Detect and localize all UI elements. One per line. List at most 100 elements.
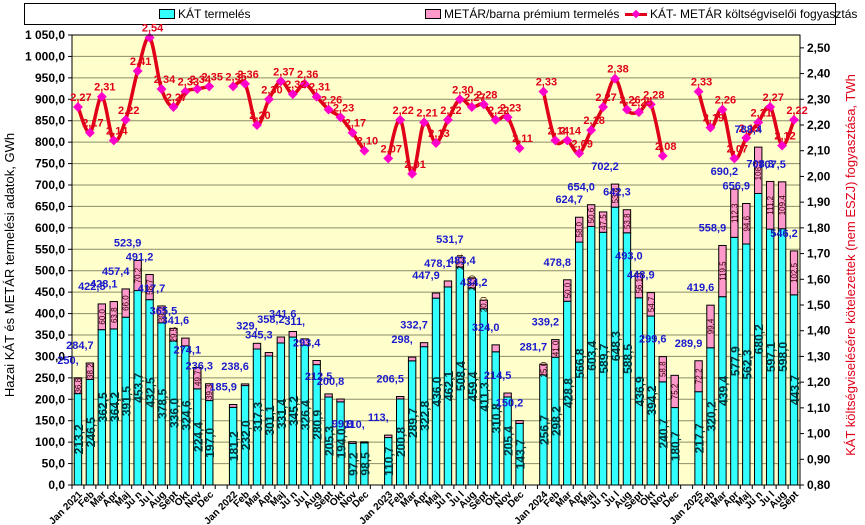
label-kat: 246,5 <box>84 417 98 447</box>
label-kat: 577,9 <box>728 346 742 376</box>
label-kat: 443,7 <box>788 375 802 405</box>
label-total: 546,2 <box>770 228 798 240</box>
label-kat: 378,5 <box>156 389 170 419</box>
label-consumption: 2,22 <box>440 105 461 117</box>
label-metar: 58,7 <box>146 279 155 295</box>
label-kat: 326,4 <box>299 400 313 430</box>
label-kat: 362,5 <box>96 392 110 422</box>
bar-metar <box>145 273 154 301</box>
label-consumption: 2,01 <box>404 159 425 171</box>
label-kat: 301,1 <box>263 405 277 435</box>
label-kat: 391,5 <box>120 386 134 416</box>
label-kat: 317,3 <box>251 402 265 432</box>
label-kat: 508,4 <box>454 361 468 391</box>
label-kat: 432,5 <box>144 377 158 407</box>
y2-tick-label: 2,40 <box>807 67 831 81</box>
label-total: 491,2 <box>126 251 154 263</box>
label-consumption: 2,35 <box>225 71 246 83</box>
bar-metar <box>610 183 620 208</box>
chart-legend: KÁT termelés METÁR/barna prémium termelé… <box>24 3 857 25</box>
bar-metar <box>670 374 679 409</box>
label-consumption: 2,31 <box>94 82 115 94</box>
consumption-marker <box>574 148 585 159</box>
label-kat: 180,7 <box>669 431 683 461</box>
label-total: 341,6 <box>269 308 297 320</box>
bar-metar <box>169 327 178 342</box>
consumption-marker <box>192 84 203 94</box>
label-consumption: 2,21 <box>751 107 772 119</box>
y-tick-label: 950,0 <box>35 71 65 85</box>
bar-metar <box>503 392 512 398</box>
label-consumption: 2,27 <box>464 92 485 104</box>
consumption-marker <box>407 168 418 179</box>
label-kat: 562,3 <box>740 349 754 379</box>
label-metar: 58,8 <box>659 361 668 377</box>
bar-metar <box>384 434 393 439</box>
label-kat: 394,2 <box>645 385 659 415</box>
label-total: 332,7 <box>400 320 428 332</box>
consumption-marker <box>598 102 609 112</box>
bar-metar <box>598 211 608 233</box>
label-metar: 25,0 <box>539 361 548 377</box>
label-kat: 324,6 <box>179 400 193 430</box>
bar-metar <box>694 360 703 393</box>
y-axis-label: Hazai KÁT és METÁR termelési adatok, GWh <box>2 133 17 397</box>
label-total: 311, <box>284 316 305 328</box>
label-kat: 143,7 <box>514 439 528 469</box>
y2-tick-label: 0,80 <box>807 478 831 492</box>
y-tick-label: 900,0 <box>35 92 65 106</box>
label-metar: 41,0 <box>551 340 560 356</box>
label-kat: 648,3 <box>609 331 623 361</box>
consumption-marker <box>383 153 394 164</box>
y-tick-label: 0,0 <box>48 478 65 492</box>
y2-tick-label: 1,50 <box>807 298 831 312</box>
label-consumption: 2,27 <box>762 92 783 104</box>
y2-tick-label: 2,20 <box>807 118 831 132</box>
consumption-marker <box>550 135 561 146</box>
consumption-marker <box>156 84 167 94</box>
label-consumption: 2,23 <box>333 102 354 114</box>
label-kat: 364,2 <box>108 392 122 422</box>
bar-metar <box>348 441 357 444</box>
label-consumption: 2,34 <box>190 74 212 86</box>
label-metar: 53,8 <box>611 187 620 203</box>
label-total: 212,5 <box>305 371 333 383</box>
label-consumption: 2,08 <box>655 141 676 153</box>
consumption-line <box>73 32 799 179</box>
bar-metar <box>276 336 286 344</box>
bar-metar <box>730 188 739 238</box>
label-consumption: 2,26 <box>619 95 640 107</box>
label-consumption: 2,23 <box>500 102 521 114</box>
label-total: 345,3 <box>245 330 273 342</box>
label-total: 708,3 <box>746 158 774 170</box>
bar-metar <box>789 250 799 296</box>
consumption-marker <box>765 102 776 112</box>
label-metar: 63,8 <box>110 307 119 323</box>
consumption-marker <box>359 145 370 156</box>
label-total: 656,9 <box>723 180 751 192</box>
y2-tick-label: 1,00 <box>807 427 831 441</box>
label-metar: 66,0 <box>122 295 131 311</box>
label-kat: 205,3 <box>323 426 337 456</box>
label-kat: 603,4 <box>585 340 599 370</box>
label-consumption: 2,17 <box>345 118 366 130</box>
bar-metar <box>419 342 429 348</box>
label-kat: 589,7 <box>597 343 611 373</box>
label-kat: 194,0 <box>335 428 349 458</box>
label-kat: 181,2 <box>227 431 241 461</box>
label-metar: 50,0 <box>563 282 572 298</box>
label-consumption: 2,27 <box>166 92 187 104</box>
consumption-marker <box>538 86 549 97</box>
label-total: 624,7 <box>555 194 583 206</box>
consumption-marker <box>132 66 143 76</box>
bar-metar <box>622 209 632 234</box>
consumption-marker <box>84 127 95 138</box>
label-kat: 310,8 <box>490 403 504 433</box>
bar-metar <box>336 398 345 403</box>
consumption-marker <box>741 132 752 143</box>
bar-metar <box>228 404 238 408</box>
label-consumption: 2,22 <box>488 105 509 117</box>
consumption-marker <box>777 140 788 151</box>
label-kat: 232,0 <box>239 420 253 450</box>
